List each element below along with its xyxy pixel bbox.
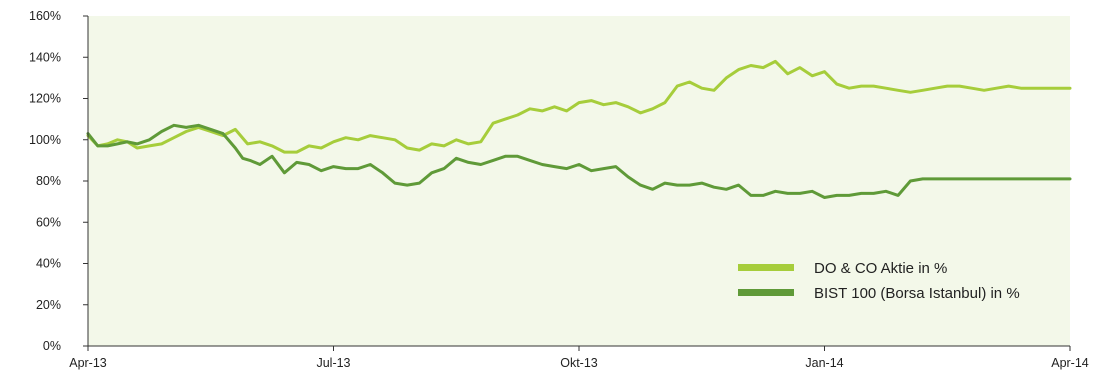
x-ticks: Apr-13 Jul-13 Okt-13 Jan-14 Apr-14: [69, 346, 1089, 370]
legend-swatch-1: [738, 264, 794, 271]
legend-swatch-2: [738, 289, 794, 296]
y-tick-label: 120%: [29, 92, 61, 106]
series-layer: [86, 59, 1072, 199]
legend: DO & CO Aktie in % BIST 100 (Borsa Istanb…: [738, 260, 1020, 302]
series-line-2: [86, 123, 1072, 199]
y-ticks: 0% 20% 40% 60% 80% 100% 120% 140% 160%: [29, 9, 88, 353]
x-tick-label: Jan-14: [805, 356, 843, 370]
x-tick-label: Apr-13: [69, 356, 107, 370]
legend-label-2: BIST 100 (Borsa Istanbul) in %: [814, 285, 1020, 302]
y-tick-label: 160%: [29, 9, 61, 23]
series-line-1: [86, 59, 1072, 154]
y-tick-label: 80%: [36, 174, 61, 188]
x-tick-label: Apr-14: [1051, 356, 1089, 370]
plot-background: [88, 16, 1070, 346]
y-tick-label: 100%: [29, 133, 61, 147]
y-tick-label: 140%: [29, 50, 61, 64]
legend-label-1: DO & CO Aktie in %: [814, 260, 947, 277]
y-tick-label: 40%: [36, 257, 61, 271]
y-tick-label: 0%: [43, 339, 61, 353]
y-tick-label: 60%: [36, 215, 61, 229]
y-tick-label: 20%: [36, 298, 61, 312]
x-tick-label: Jul-13: [316, 356, 350, 370]
x-tick-label: Okt-13: [560, 356, 598, 370]
